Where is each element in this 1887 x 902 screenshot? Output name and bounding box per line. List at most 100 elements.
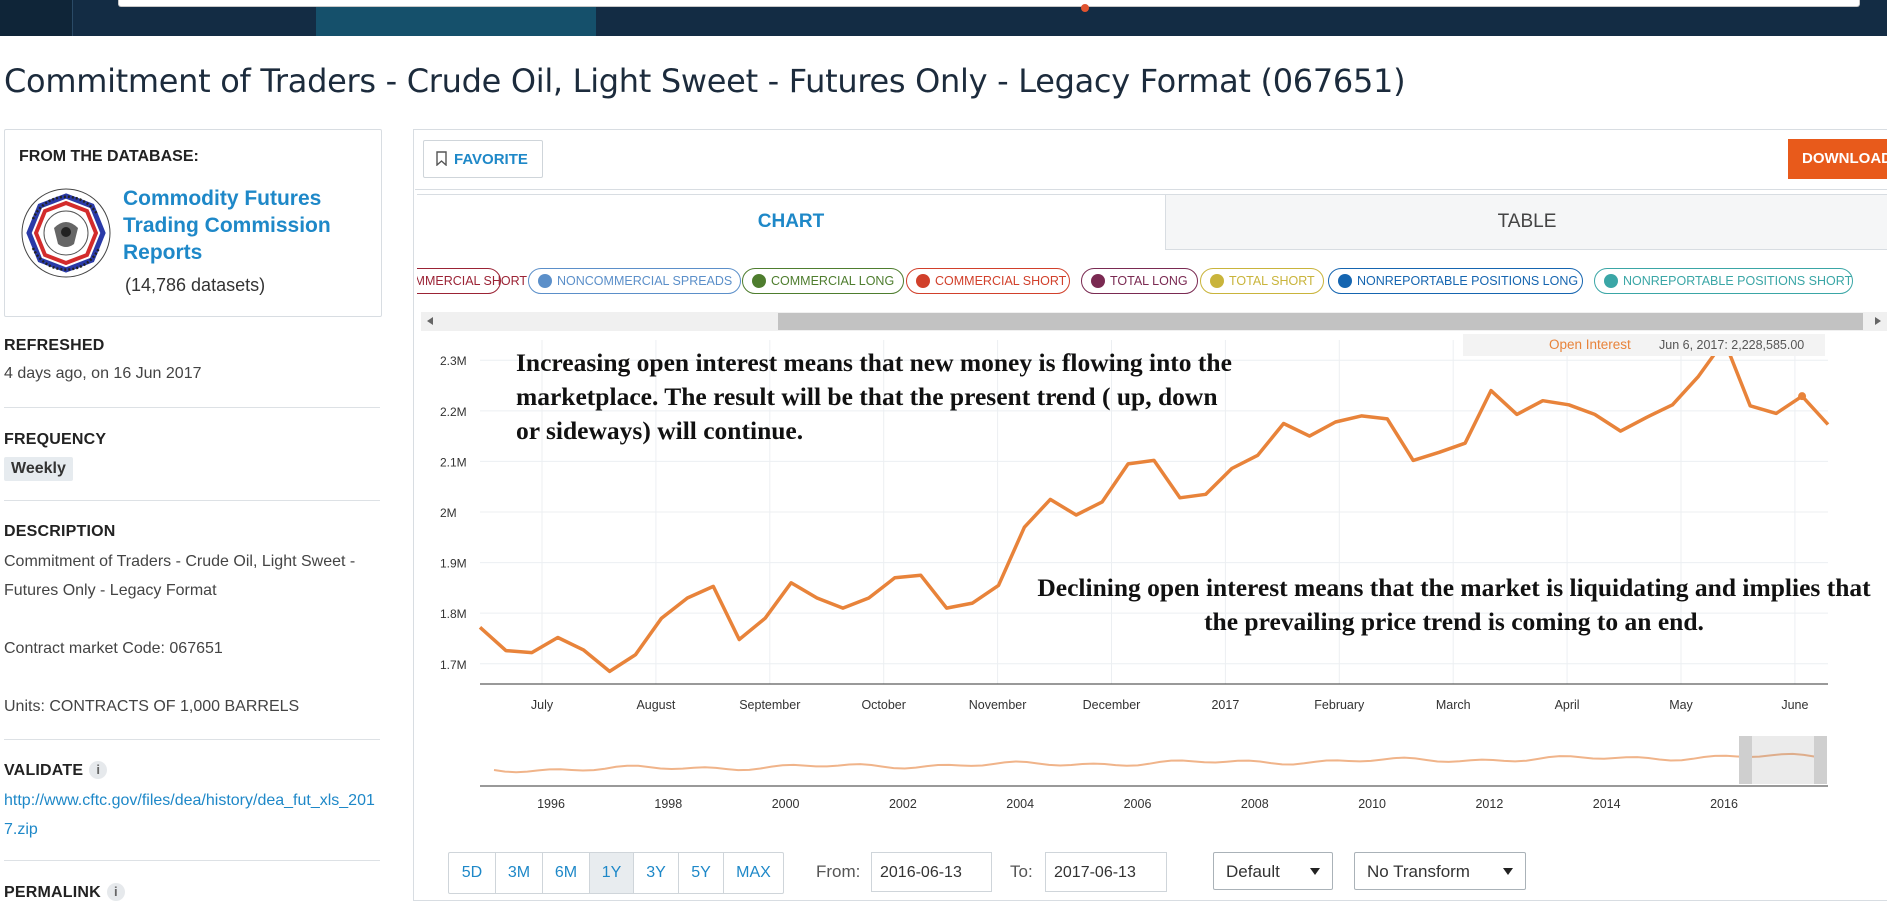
transform-select-value: No Transform [1367, 862, 1470, 881]
y-tick-label: 2.2M [440, 405, 467, 419]
legend-pill[interactable]: COMMERCIAL SHORT [906, 268, 1070, 294]
x-tick-label: February [1314, 698, 1365, 712]
legend-pill[interactable]: TOTAL LONG [1081, 268, 1198, 294]
y-tick-label: 2.1M [440, 455, 467, 469]
from-label: From: [816, 862, 861, 881]
search-bar[interactable] [118, 0, 1860, 7]
navigator-tick-label: 2004 [1006, 797, 1034, 811]
validate-section: VALIDATE i http://www.cftc.gov/files/dea/… [4, 761, 380, 844]
y-tick-label: 1.7M [440, 658, 467, 672]
units-text: Units: CONTRACTS OF 1,000 BARRELS [4, 698, 300, 715]
legend-swatch [1091, 274, 1105, 288]
legend-pill[interactable]: NONREPORTABLE POSITIONS LONG [1328, 268, 1583, 294]
to-label: To: [1010, 862, 1033, 881]
y-tick-label: 2.3M [440, 354, 467, 368]
x-tick-label: August [636, 698, 675, 712]
frequency-select[interactable]: Default [1213, 852, 1333, 890]
x-tick-label: October [861, 698, 905, 712]
x-tick-label: 2017 [1211, 698, 1239, 712]
divider [4, 407, 380, 408]
legend-pill[interactable]: COMMERCIAL LONG [742, 268, 904, 294]
range-button[interactable]: MAX [736, 864, 771, 881]
legend-swatch [916, 274, 930, 288]
x-tick-label: April [1555, 698, 1580, 712]
x-tick-label: November [969, 698, 1027, 712]
series-legend: NONCOMMERCIAL SHORT NONCOMMERCIAL SPREAD… [417, 268, 1887, 296]
navigator-tick-label: 2008 [1241, 797, 1269, 811]
legend-swatch [538, 274, 552, 288]
description-label: DESCRIPTION [4, 523, 116, 540]
toolbar-divider [415, 189, 1887, 190]
chevron-down-icon [1503, 868, 1513, 875]
transform-select[interactable]: No Transform [1354, 852, 1526, 890]
database-name-link[interactable]: Commodity Futures Trading Commission Rep… [123, 187, 331, 264]
range-selector: 5D 3M 6M 1Y 3Y 5Y MAX [448, 852, 784, 894]
y-tick-label: 1.8M [440, 607, 467, 621]
navigator-tick-label: 2012 [1475, 797, 1503, 811]
navigator-tick-label: 1996 [537, 797, 565, 811]
navigator-tick-label: 2000 [772, 797, 800, 811]
validate-link[interactable]: http://www.cftc.gov/files/dea/history/de… [4, 792, 375, 838]
annotation-increasing: Increasing open interest means that new … [516, 348, 1232, 445]
to-date-input[interactable]: 2017-06-13 [1045, 852, 1167, 892]
from-database-label: FROM THE DATABASE: [19, 148, 199, 165]
range-button[interactable]: 3M [496, 853, 543, 893]
legend-pill[interactable]: NONCOMMERCIAL SHORT [417, 268, 527, 294]
open-interest-chart[interactable]: 1.7M 1.8M 1.9M 2M 2.1M 2.2M 2.3M July August Sept… [420, 334, 1887, 814]
tab-table[interactable]: TABLE [1165, 194, 1887, 250]
frequency-badge: Weekly [4, 457, 73, 481]
tab-chart[interactable]: CHART [417, 194, 1165, 249]
validate-label: VALIDATE [4, 762, 84, 779]
cftc-seal-logo [21, 188, 111, 278]
download-button[interactable]: DOWNLOAD [1788, 139, 1887, 179]
scroll-left-icon[interactable] [427, 317, 433, 325]
description-section: DESCRIPTION Commitment of Traders - Crud… [4, 523, 380, 721]
top-nav-bar [0, 0, 1887, 36]
favorite-label: FAVORITE [454, 151, 528, 168]
refreshed-label: REFRESHED [4, 337, 105, 354]
page-title: Commitment of Traders - Crude Oil, Light… [4, 62, 1406, 100]
info-icon[interactable]: i [106, 883, 125, 901]
range-button[interactable]: 5D [449, 853, 496, 893]
nav-logo-area[interactable] [0, 0, 73, 36]
legend-label: NONCOMMERCIAL SHORT [417, 274, 528, 288]
legend-scrollbar[interactable] [421, 312, 1887, 331]
navigator-handle-left [1739, 736, 1752, 784]
range-button[interactable]: 5Y [679, 853, 724, 893]
scroll-right-icon[interactable] [1875, 317, 1881, 325]
range-button[interactable]: 6M [543, 853, 590, 893]
legend-swatch [1604, 274, 1618, 288]
legend-swatch [1210, 274, 1224, 288]
favorite-button[interactable]: FAVORITE [423, 140, 543, 178]
legend-label: COMMERCIAL LONG [771, 274, 895, 288]
tooltip-series: Open Interest [1549, 337, 1631, 352]
x-tick-label: September [739, 698, 800, 712]
scrollbar-thumb[interactable] [778, 313, 1863, 330]
legend-pill[interactable]: NONCOMMERCIAL SPREADS [528, 268, 741, 294]
divider [4, 860, 380, 861]
legend-pill[interactable]: NONREPORTABLE POSITIONS SHORT [1594, 268, 1853, 294]
navigator-tick-label: 2016 [1710, 797, 1738, 811]
y-tick-label: 2M [440, 506, 457, 520]
from-date-input[interactable]: 2016-06-13 [871, 852, 992, 892]
description-text: Commitment of Traders - Crude Oil, Light… [4, 553, 356, 599]
frequency-section: FREQUENCY Weekly [4, 431, 380, 481]
x-tick-label: June [1781, 698, 1808, 712]
info-icon[interactable]: i [89, 761, 108, 779]
navigator-tick-label: 2010 [1358, 797, 1386, 811]
legend-swatch [1338, 274, 1352, 288]
range-button-active[interactable]: 1Y [590, 853, 634, 893]
x-tick-label: December [1083, 698, 1141, 712]
navigator-window [1739, 736, 1827, 784]
permalink-section: PERMALINK i [4, 883, 380, 902]
permalink-label: PERMALINK [4, 884, 101, 901]
navigator-tick-label: 2006 [1124, 797, 1152, 811]
x-tick-label: May [1669, 698, 1693, 712]
divider [4, 739, 380, 740]
range-button[interactable]: 3Y [634, 853, 679, 893]
refreshed-section: REFRESHED 4 days ago, on 16 Jun 2017 [4, 337, 380, 388]
chevron-down-icon [1310, 868, 1320, 875]
navigator-tick-label: 2014 [1593, 797, 1621, 811]
legend-pill[interactable]: TOTAL SHORT [1200, 268, 1324, 294]
navigator-series [493, 752, 1827, 774]
